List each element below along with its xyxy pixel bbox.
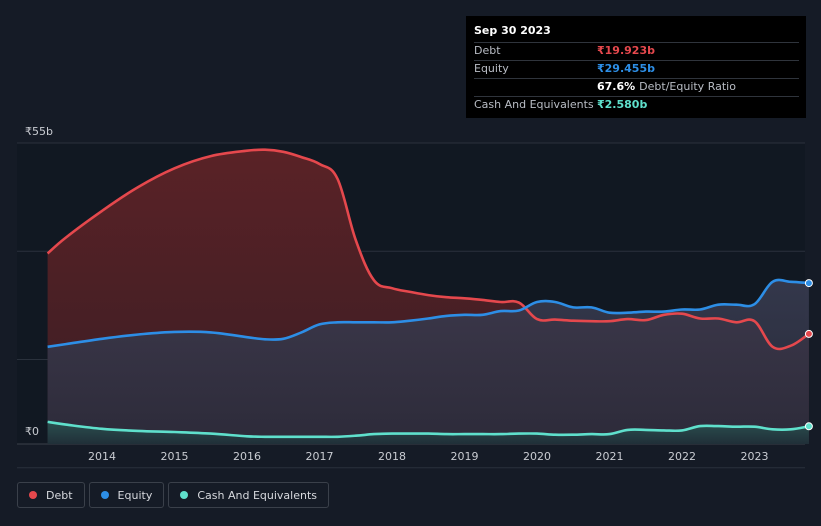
x-tick-label: 2018 xyxy=(378,450,406,463)
debt-line xyxy=(46,148,810,351)
x-tick-label: 2014 xyxy=(88,450,116,463)
end-markers xyxy=(804,279,813,431)
cash-end-marker xyxy=(804,422,813,431)
tooltip-cash-value: ₹2.580b xyxy=(597,98,648,111)
cash-dot-icon xyxy=(180,491,189,499)
equity-line xyxy=(47,278,809,349)
tooltip-ratio-value: 67.6% xyxy=(597,80,636,93)
x-tick-label: 2020 xyxy=(523,450,551,463)
tooltip-cash-label: Cash And Equivalents xyxy=(474,98,594,111)
tooltip-debt-value: ₹19.923b xyxy=(597,44,655,57)
equity-dot-icon xyxy=(100,491,109,499)
debt-end-marker xyxy=(804,329,813,338)
tooltip-row-ratio: 67.6% Debt/Equity Ratio xyxy=(474,78,799,96)
x-tick-label: 2017 xyxy=(306,450,334,463)
tooltip-date: Sep 30 2023 xyxy=(474,24,551,37)
x-tick-label: 2016 xyxy=(233,450,261,463)
cash-line xyxy=(47,420,810,439)
x-tick-label: 2021 xyxy=(596,450,624,463)
tooltip-panel: Sep 30 2023 Debt ₹19.923b Equity ₹29.455… xyxy=(466,16,806,118)
x-axis-ticks: 2014 2015 2016 2017 2018 2019 2020 2021 2022 2023 xyxy=(88,450,769,463)
legend-item-cash[interactable]: Cash And Equivalents xyxy=(168,482,329,508)
legend-item-debt[interactable]: Debt xyxy=(17,482,85,508)
y-axis-zero-label: ₹0 xyxy=(25,425,39,438)
legend-equity-label: Equity xyxy=(117,488,153,502)
legend-debt-label: Debt xyxy=(46,488,73,502)
legend-cash-label: Cash And Equivalents xyxy=(197,488,317,502)
tooltip-row-equity: Equity ₹29.455b xyxy=(474,60,799,78)
x-tick-label: 2023 xyxy=(741,450,769,463)
equity-end-marker xyxy=(804,279,813,288)
tooltip-row-cash: Cash And Equivalents ₹2.580b xyxy=(474,96,799,114)
legend-item-equity[interactable]: Equity xyxy=(88,482,165,508)
tooltip-row-debt: Debt ₹19.923b xyxy=(474,42,799,60)
tooltip-ratio-label xyxy=(474,79,597,96)
tooltip-ratio-caption: Debt/Equity Ratio xyxy=(639,80,736,93)
x-tick-label: 2022 xyxy=(668,450,696,463)
tooltip-debt-label: Debt xyxy=(474,44,501,57)
x-tick-label: 2015 xyxy=(161,450,189,463)
series-lines xyxy=(46,148,810,439)
y-axis-top-label: ₹55b xyxy=(25,125,53,138)
debt-dot-icon xyxy=(29,491,37,499)
chart-legend: Debt Equity Cash And Equivalents xyxy=(17,482,329,510)
cash-area xyxy=(47,421,809,444)
tooltip-equity-label: Equity xyxy=(474,62,509,75)
x-tick-label: 2019 xyxy=(451,450,479,463)
tooltip-equity-value: ₹29.455b xyxy=(597,62,655,75)
